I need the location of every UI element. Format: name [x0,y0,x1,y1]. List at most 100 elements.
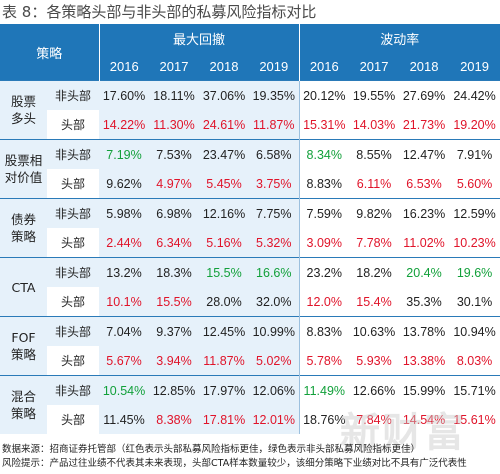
value-cell: 7.84% [349,405,400,434]
watermark-logo: 新财富 [340,410,466,456]
value-cell: 11.87% [199,346,250,376]
value-cell: 6.34% [149,228,200,258]
value-cell: 7.59% [298,198,350,228]
value-cell: 5.60% [449,169,500,199]
value-cell: 19.55% [349,80,400,110]
value-cell: 20.12% [298,80,350,110]
header-year: 2018 [399,52,450,81]
tier-label: 非头部 [47,375,100,405]
value-cell: 27.69% [399,80,450,110]
value-cell: 14.03% [349,110,400,140]
value-cell: 6.11% [349,169,400,199]
footer-source: 数据来源：招商证券托管部（红色表示头部私募风险指标更佳，绿色表示非头部私募风险指… [2,444,421,455]
value-cell: 12.45% [199,316,250,346]
value-cell: 5.78% [298,346,350,376]
header-volatility: 波动率 [299,24,500,52]
value-cell: 24.42% [449,80,500,110]
risk-comparison-table: 策略 最大回撤 波动率 2016 2017 2018 2019 2016 201… [0,24,500,434]
value-cell: 23.2% [298,257,350,287]
tier-label: 头部 [47,405,100,434]
tier-label: 非头部 [47,80,100,110]
table-row: FOF 策略 非头部 7.04% 9.37% 12.45% 10.99% 8.83% 10.6… [0,316,500,376]
value-cell: 15.61% [449,405,500,434]
value-cell: 5.98% [99,198,150,228]
footer-notes: 数据来源：招商证券托管部（红色表示头部私募风险指标更佳，绿色表示非头部私募风险指… [2,443,498,471]
header-max-drawdown: 最大回撤 [99,24,300,52]
value-cell: 20.4% [399,257,450,287]
table-row: 债券 策略 非头部 5.98% 6.98% 12.16% 7.75% 7.59% 9.82% 1… [0,198,500,258]
value-cell: 11.87% [249,110,300,140]
value-cell: 35.3% [399,287,450,317]
strategy-label: 债券 策略 [0,198,47,258]
value-cell: 9.82% [349,198,400,228]
value-cell: 13.38% [399,346,450,376]
value-cell: 32.0% [249,287,300,317]
value-cell: 8.34% [298,139,350,169]
value-cell: 10.99% [249,316,300,346]
value-cell: 15.71% [449,375,500,405]
tier-label: 非头部 [47,198,100,228]
value-cell: 5.32% [249,228,300,258]
value-cell: 17.60% [99,80,150,110]
table-row: 头部 14.22% 11.30% 24.61% 11.87% 15.31% 14.03% 21… [0,110,500,140]
value-cell: 7.91% [449,139,500,169]
value-cell: 10.1% [99,287,150,317]
value-cell: 8.03% [449,346,500,376]
table-row: 头部 10.1% 15.5% 28.0% 32.0% 12.0% 15.4% 35.3% 30.… [0,287,500,317]
value-cell: 10.54% [99,375,150,405]
header-year: 2016 [99,52,150,81]
value-cell: 8.83% [298,316,350,346]
value-cell: 12.16% [199,198,250,228]
value-cell: 10.63% [349,316,400,346]
value-cell: 4.97% [149,169,200,199]
strategy-label: 股票 多头 [0,80,47,140]
value-cell: 14.54% [399,405,450,434]
value-cell: 12.47% [399,139,450,169]
value-cell: 19.35% [249,80,300,110]
value-cell: 15.5% [149,287,200,317]
tier-label: 头部 [47,346,100,376]
value-cell: 10.94% [449,316,500,346]
table-row: 股票 多头 非头部 17.60% 18.11% 37.06% 19.35% 20.12% 19… [0,80,500,140]
value-cell: 7.75% [249,198,300,228]
value-cell: 7.53% [149,139,200,169]
header-strategy: 策略 [0,24,100,81]
tier-label: 非头部 [47,139,100,169]
value-cell: 18.76% [298,405,350,434]
tier-label: 头部 [47,228,100,258]
table-row: 头部 2.44% 6.34% 5.16% 5.32% 3.09% 7.78% 11.02% 10… [0,228,500,258]
table-row: 股票相 对价值 非头部 7.19% 7.53% 23.47% 6.58% 8.34% 8.55… [0,139,500,199]
value-cell: 11.45% [99,405,150,434]
value-cell: 7.04% [99,316,150,346]
table-row: 头部 9.62% 4.97% 5.45% 3.75% 8.83% 6.11% 6.53% 5.6… [0,169,500,199]
value-cell: 23.47% [199,139,250,169]
value-cell: 7.19% [99,139,150,169]
value-cell: 11.02% [399,228,450,258]
value-cell: 14.22% [99,110,150,140]
value-cell: 5.45% [199,169,250,199]
value-cell: 6.53% [399,169,450,199]
table-row: 混合 策略 非头部 10.54% 12.85% 17.97% 12.06% 11.49% 12… [0,375,500,434]
strategy-label: CTA [0,257,47,317]
value-cell: 7.78% [349,228,400,258]
header-year: 2019 [449,52,500,81]
value-cell: 5.67% [99,346,150,376]
value-cell: 8.38% [149,405,200,434]
value-cell: 30.1% [449,287,500,317]
value-cell: 19.20% [449,110,500,140]
strategy-label: 股票相 对价值 [0,139,47,199]
value-cell: 17.97% [199,375,250,405]
value-cell: 15.31% [298,110,350,140]
value-cell: 12.01% [249,405,300,434]
value-cell: 5.16% [199,228,250,258]
value-cell: 5.93% [349,346,400,376]
header-row-groups: 策略 最大回撤 波动率 [0,24,500,81]
value-cell: 9.37% [149,316,200,346]
value-cell: 8.83% [298,169,350,199]
value-cell: 9.62% [99,169,150,199]
value-cell: 11.49% [298,375,350,405]
value-cell: 28.0% [199,287,250,317]
value-cell: 5.02% [249,346,300,376]
value-cell: 16.23% [399,198,450,228]
value-cell: 15.5% [199,257,250,287]
